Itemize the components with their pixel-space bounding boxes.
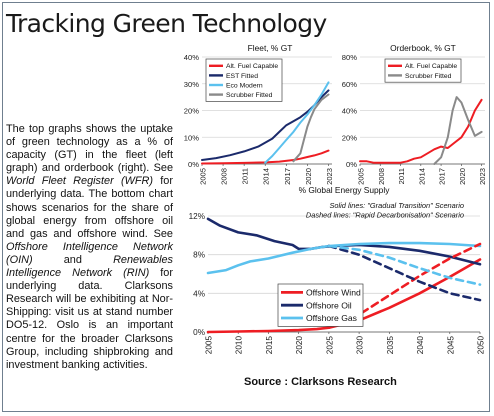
chart-title: Fleet, % GT [248, 43, 293, 53]
x-tick-label: 2017 [283, 168, 292, 185]
legend-label: Alt. Fuel Capable [405, 63, 457, 70]
wfr-reference: World Fleet Register (WFR) [6, 175, 154, 188]
series-line [433, 96, 483, 165]
x-tick-label: 2020 [295, 336, 304, 355]
legend-box [384, 58, 462, 83]
legend-label: Offshore Wind [306, 287, 361, 297]
series-line [359, 98, 483, 164]
y-tick-label: 40% [342, 107, 357, 116]
source-note: Source : Clarksons Research [244, 376, 397, 388]
y-tick-label: 20% [342, 133, 357, 142]
y-tick-label: 30% [184, 80, 199, 89]
y-tick-label: 0% [193, 328, 205, 337]
fleet-chart: Fleet, % GT 0% 10% 20% 30% 40% 2005 2008 2011 201… [184, 43, 334, 185]
x-tick-label: 2005 [205, 336, 214, 355]
x-tick-label: 2020 [458, 168, 467, 185]
body-text-part: The top graphs shows the uptake of green… [6, 123, 173, 175]
rin-reference: Renewables Intelligence Network (RIN) [6, 253, 173, 280]
x-tick-label: 2011 [241, 168, 250, 184]
x-tick-label: 2045 [446, 336, 455, 355]
x-tick-label: 2025 [325, 336, 334, 355]
series-line [292, 93, 330, 163]
x-tick-label: 2023 [325, 168, 334, 185]
y-tick-label: 0% [346, 160, 357, 169]
body-text-part: for underlying data. Clarksons Research … [6, 267, 173, 371]
x-tick-label: 2014 [417, 168, 426, 185]
y-tick-label: 80% [342, 53, 357, 62]
x-tick-label: 2023 [478, 168, 487, 185]
legend-label: Eco Modern [226, 82, 263, 89]
body-text-part: and [32, 253, 114, 266]
x-tick-label: 2020 [304, 168, 313, 185]
y-tick-label: 10% [184, 133, 199, 142]
y-tick-label: 40% [184, 53, 199, 62]
x-tick-label: 2010 [235, 336, 244, 355]
x-tick-label: 2011 [397, 168, 406, 184]
chart-title: Orderbook, % GT [390, 43, 456, 53]
x-tick-label: 2014 [262, 168, 271, 185]
body-text: The top graphs shows the uptake of green… [6, 123, 173, 372]
x-tick-label: 2030 [356, 336, 365, 355]
y-tick-label: 8% [193, 251, 205, 260]
series-line [206, 241, 482, 275]
x-tick-label: 2008 [220, 168, 229, 185]
series-line [206, 217, 482, 266]
legend-label: Scrubber Fitted [405, 73, 452, 80]
body-text-part: for underlying data. The bottom chart sh… [6, 175, 173, 240]
y-tick-label: 60% [342, 80, 357, 89]
x-tick-label: 2017 [438, 168, 447, 185]
legend-label: Offshore Gas [306, 313, 357, 323]
series-line [327, 244, 482, 286]
legend-label: Offshore Oil [306, 300, 352, 310]
y-tick-label: 4% [193, 289, 205, 298]
x-tick-label: 2040 [416, 336, 425, 355]
y-tick-label: 20% [184, 107, 199, 116]
x-tick-label: 2005 [357, 168, 366, 185]
chart-annotation: Solid lines: "Gradual Transition" Scenar… [329, 201, 464, 210]
x-tick-label: 2005 [199, 168, 208, 185]
chart-annotation: Dashed lines: "Rapid Decarbonisation" Sc… [306, 211, 464, 220]
x-tick-label: 2035 [386, 336, 395, 355]
page-title: Tracking Green Technology [6, 9, 327, 38]
orderbook-chart: Orderbook, % GT 0% 20% 40% 60% 80% 2005 2008 201… [342, 43, 487, 185]
legend-label: EST Fitted [226, 73, 258, 80]
energy-supply-chart: % Global Energy Supply 0% 4% 8% 12% 2005 2010 2… [189, 185, 486, 355]
x-tick-label: 2008 [377, 168, 386, 185]
x-tick-label: 2015 [265, 336, 274, 355]
series-line [264, 81, 330, 164]
y-tick-label: 0% [188, 160, 199, 169]
legend-label: Alt. Fuel Capable [226, 63, 278, 70]
y-tick-label: 12% [189, 212, 205, 221]
chart-title: % Global Energy Supply [299, 185, 391, 195]
legend-label: Scrubber Fitted [226, 92, 273, 99]
series-line [327, 244, 482, 302]
oin-reference: Offshore Intelligence Network (OIN) [6, 240, 173, 266]
x-tick-label: 2050 [477, 336, 486, 355]
